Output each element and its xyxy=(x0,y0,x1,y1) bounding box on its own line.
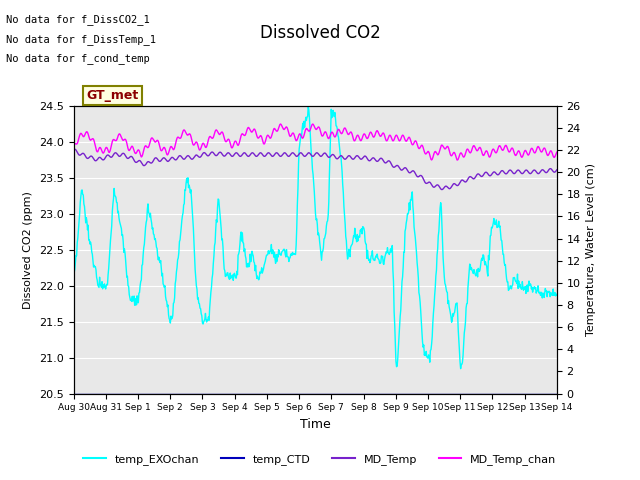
MD_Temp_chan xyxy=(454,157,461,163)
Y-axis label: Dissolved CO2 (ppm): Dissolved CO2 (ppm) xyxy=(24,191,33,309)
temp_CTD xyxy=(99,391,107,396)
MD_Temp xyxy=(71,146,79,152)
temp_EXOchan xyxy=(70,267,77,273)
MD_Temp xyxy=(364,156,371,162)
temp_CTD xyxy=(70,391,77,396)
Text: No data for f_DissTemp_1: No data for f_DissTemp_1 xyxy=(6,34,156,45)
temp_CTD xyxy=(378,391,385,396)
temp_EXOchan xyxy=(305,103,312,109)
MD_Temp_chan xyxy=(364,136,371,142)
MD_Temp xyxy=(378,156,386,162)
Line: MD_Temp_chan: MD_Temp_chan xyxy=(74,124,557,160)
temp_EXOchan xyxy=(553,292,561,298)
MD_Temp xyxy=(70,147,77,153)
temp_EXOchan xyxy=(351,226,358,231)
temp_CTD xyxy=(363,391,371,396)
Line: MD_Temp: MD_Temp xyxy=(74,149,557,190)
Text: Dissolved CO2: Dissolved CO2 xyxy=(260,24,380,42)
temp_CTD xyxy=(350,391,358,396)
MD_Temp xyxy=(351,155,358,161)
MD_Temp xyxy=(553,167,561,173)
X-axis label: Time: Time xyxy=(300,418,331,431)
temp_EXOchan xyxy=(378,254,386,260)
MD_Temp xyxy=(487,172,495,178)
MD_Temp_chan xyxy=(99,150,107,156)
MD_Temp_chan xyxy=(437,144,445,150)
MD_Temp xyxy=(438,187,445,192)
temp_CTD xyxy=(553,391,561,396)
MD_Temp xyxy=(437,186,445,192)
Legend: temp_EXOchan, temp_CTD, MD_Temp, MD_Temp_chan: temp_EXOchan, temp_CTD, MD_Temp, MD_Temp… xyxy=(79,450,561,469)
MD_Temp_chan xyxy=(487,152,495,157)
Y-axis label: Temperature, Water Level (cm): Temperature, Water Level (cm) xyxy=(586,163,596,336)
temp_EXOchan xyxy=(487,232,495,238)
temp_EXOchan xyxy=(437,200,445,205)
Text: No data for f_DissCO2_1: No data for f_DissCO2_1 xyxy=(6,14,150,25)
temp_CTD xyxy=(436,391,444,396)
temp_EXOchan xyxy=(364,248,371,253)
MD_Temp_chan xyxy=(276,121,284,127)
temp_CTD xyxy=(486,391,493,396)
MD_Temp_chan xyxy=(553,149,561,155)
temp_EXOchan xyxy=(99,282,107,288)
MD_Temp_chan xyxy=(70,144,77,149)
MD_Temp_chan xyxy=(351,138,358,144)
MD_Temp xyxy=(100,157,108,163)
MD_Temp_chan xyxy=(378,132,386,137)
Text: No data for f_cond_temp: No data for f_cond_temp xyxy=(6,53,150,64)
Text: GT_met: GT_met xyxy=(86,89,139,102)
temp_EXOchan xyxy=(457,366,465,372)
Line: temp_EXOchan: temp_EXOchan xyxy=(74,106,557,369)
